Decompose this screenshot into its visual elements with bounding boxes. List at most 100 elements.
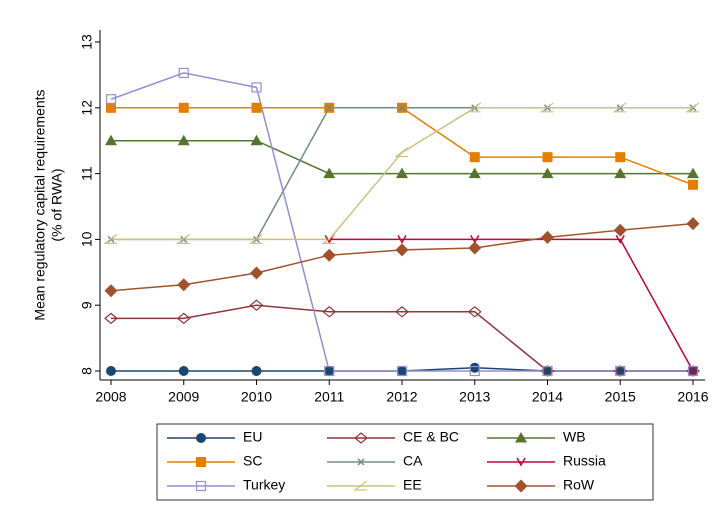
legend-label: SC xyxy=(243,453,262,469)
data-point xyxy=(324,235,334,244)
data-point xyxy=(250,266,263,280)
legend-label: Russia xyxy=(563,453,606,469)
data-point xyxy=(542,366,553,376)
data-point xyxy=(323,167,336,179)
data-point xyxy=(469,362,480,373)
legend-label: CA xyxy=(403,453,423,469)
data-point xyxy=(103,233,118,244)
x-tick-label: 2015 xyxy=(605,389,636,405)
data-point xyxy=(322,248,336,262)
data-point xyxy=(615,235,625,244)
data-point xyxy=(104,284,118,298)
data-point xyxy=(396,365,408,377)
data-point xyxy=(324,365,335,377)
y-tick-label: 9 xyxy=(79,301,95,309)
data-point xyxy=(396,167,408,179)
legend-label: EE xyxy=(403,477,422,493)
legend-marker xyxy=(353,480,368,491)
x-tick-label: 2009 xyxy=(168,389,199,405)
data-point xyxy=(615,366,626,376)
data-point xyxy=(397,235,407,244)
legend-label: Turkey xyxy=(243,477,285,493)
x-tick-label: 2008 xyxy=(95,389,126,405)
data-point xyxy=(325,104,333,112)
data-point xyxy=(467,305,482,318)
data-point xyxy=(687,365,699,377)
data-point xyxy=(398,104,406,112)
x-tick-label: 2014 xyxy=(532,389,563,405)
data-point xyxy=(542,365,553,377)
data-point xyxy=(321,233,336,244)
data-point xyxy=(106,366,116,376)
legend-marker xyxy=(516,457,526,467)
data-point xyxy=(178,67,189,79)
data-point xyxy=(395,243,409,257)
series-line xyxy=(329,238,694,372)
legend-marker xyxy=(354,432,368,444)
data-point xyxy=(542,152,553,163)
data-point xyxy=(614,167,627,179)
legend-label: EU xyxy=(243,429,262,445)
legend-marker xyxy=(196,457,206,467)
data-point xyxy=(469,152,480,163)
data-point xyxy=(324,366,335,376)
legend-marker xyxy=(515,432,527,443)
y-tick-label: 13 xyxy=(79,34,95,50)
legend xyxy=(156,423,654,501)
legend-marker xyxy=(514,479,528,493)
data-point xyxy=(251,82,262,93)
y-axis-title: (% of RWA) xyxy=(49,168,65,241)
data-point xyxy=(106,102,116,113)
x-tick-label: 2011 xyxy=(314,389,344,405)
data-point xyxy=(541,230,554,244)
data-point xyxy=(175,233,191,244)
x-tick-label: 2013 xyxy=(459,389,490,405)
data-point xyxy=(539,102,554,113)
data-point xyxy=(104,312,118,325)
x-tick-label: 2012 xyxy=(386,389,417,405)
data-point xyxy=(249,299,264,311)
data-point xyxy=(466,102,482,113)
data-point xyxy=(178,102,189,113)
data-point xyxy=(687,167,699,179)
data-point xyxy=(685,102,700,113)
data-point xyxy=(248,233,263,244)
y-tick-label: 11 xyxy=(79,166,95,181)
data-point xyxy=(613,223,627,237)
data-point xyxy=(469,365,480,377)
data-point xyxy=(688,366,698,376)
legend-marker xyxy=(195,480,207,492)
legend-marker xyxy=(196,433,206,443)
data-point xyxy=(251,102,262,113)
data-point xyxy=(615,152,626,163)
x-tick-label: 2016 xyxy=(677,389,708,405)
data-point xyxy=(468,241,482,255)
data-point xyxy=(105,134,117,146)
data-point xyxy=(395,305,409,318)
data-point xyxy=(397,366,407,376)
data-point xyxy=(541,167,554,179)
data-point xyxy=(105,94,117,105)
y-tick-label: 8 xyxy=(79,367,95,375)
x-tick-label: 2010 xyxy=(241,389,272,405)
legend-label: WB xyxy=(563,429,586,445)
legend-label: CE & BC xyxy=(403,429,459,445)
data-point xyxy=(177,134,190,146)
legend-label: RoW xyxy=(563,477,595,493)
data-point xyxy=(176,312,191,325)
data-point xyxy=(612,102,627,113)
data-point xyxy=(251,366,262,376)
data-point xyxy=(322,305,337,318)
legend-marker xyxy=(357,458,365,466)
data-point xyxy=(615,365,626,377)
data-point xyxy=(250,134,263,146)
data-point xyxy=(688,179,698,190)
data-point xyxy=(468,167,481,179)
data-point xyxy=(178,366,189,376)
data-point xyxy=(177,278,191,292)
data-point xyxy=(394,147,409,158)
data-point xyxy=(686,217,700,231)
y-axis-title: Mean regulatory capital requirements xyxy=(32,89,48,320)
y-tick-label: 10 xyxy=(79,231,95,247)
